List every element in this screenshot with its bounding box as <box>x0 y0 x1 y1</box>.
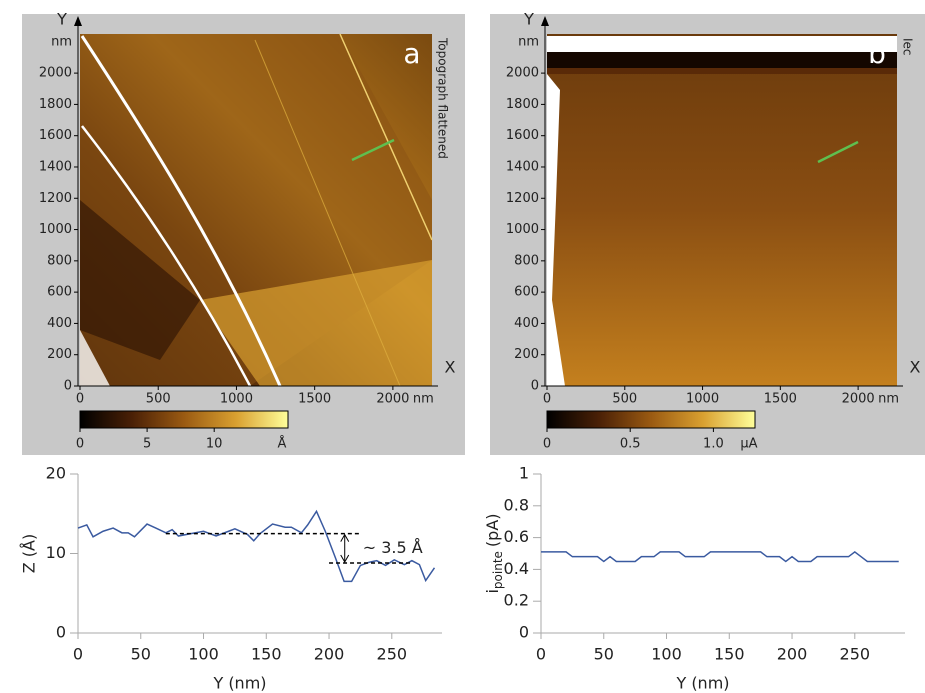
y-axis-title: ipointe (pA) <box>483 513 505 593</box>
colorbar-unit: µA <box>740 437 757 452</box>
y-tick-label: 800 <box>514 253 539 268</box>
axis-letter: Y <box>523 10 534 29</box>
colorbar <box>546 410 756 429</box>
x-tick-label: 150 <box>714 645 745 664</box>
y-tick-label: 200 <box>47 347 72 362</box>
axis-letter: X <box>910 358 921 377</box>
y-tick-label: 400 <box>514 316 539 331</box>
y-tick-label: 2000 <box>39 66 72 81</box>
x-tick-label: 1500 <box>764 392 797 407</box>
x-tick-label: 0 <box>73 645 83 664</box>
y-tick-label: 0 <box>56 623 66 642</box>
x-tick-label: 250 <box>377 645 408 664</box>
x-axis-title: Y (nm) <box>212 674 266 693</box>
y-tick-label: 600 <box>47 285 72 300</box>
colorbar-tick-label: 0 <box>543 437 551 452</box>
data-line <box>541 550 899 563</box>
panel-label: a <box>403 37 420 70</box>
axis-letter: Y <box>56 10 67 29</box>
x-tick-label: 100 <box>188 645 219 664</box>
x-tick-label: 1000 <box>686 392 719 407</box>
y-tick-label: 0 <box>519 623 529 642</box>
y-unit: nm <box>51 35 72 50</box>
annotation: ~ 3.5 Å <box>363 538 423 557</box>
y-axis-title-unit: (pA) <box>483 513 502 547</box>
y-tick-label: 0 <box>64 379 72 394</box>
x-unit: nm <box>878 392 899 407</box>
y-tick-label: 1800 <box>506 97 539 112</box>
arrow-head <box>340 533 350 564</box>
y-tick-label: 0.8 <box>504 495 529 514</box>
x-unit: nm <box>413 392 434 407</box>
current-image <box>547 34 897 386</box>
y-tick-label: 1400 <box>506 159 539 174</box>
x-tick-label: 500 <box>612 392 637 407</box>
side-label: Topograph flattened <box>436 37 450 159</box>
x-tick-label: 500 <box>146 392 171 407</box>
y-tick-label: 2000 <box>506 66 539 81</box>
x-axis-title: Y (nm) <box>675 674 729 693</box>
y-tick-label: 1200 <box>39 191 72 206</box>
y-unit: nm <box>518 35 539 50</box>
y-axis-title: Z (Å) <box>20 534 39 573</box>
y-tick-label: 1800 <box>39 97 72 112</box>
x-tick-label: 0 <box>543 392 551 407</box>
y-axis-title-sub: pointe <box>491 551 505 589</box>
axis-arrow <box>74 16 82 26</box>
y-tick-label: 1000 <box>39 222 72 237</box>
x-tick-label: 200 <box>314 645 345 664</box>
y-tick-label: 0.4 <box>504 559 529 578</box>
side-label: Iec <box>901 38 915 56</box>
y-tick-label: 600 <box>514 285 539 300</box>
y-tick-label: 0.2 <box>504 591 529 610</box>
y-tick-label: 1 <box>519 464 529 483</box>
y-axis-title-main: i <box>483 589 502 593</box>
y-tick-label: 1200 <box>506 191 539 206</box>
x-tick-label: 250 <box>840 645 871 664</box>
y-tick-label: 10 <box>46 543 66 562</box>
colorbar-tick-label: 0.5 <box>620 437 641 452</box>
y-tick-label: 400 <box>47 316 72 331</box>
topography-image <box>80 33 433 387</box>
colorbar-tick-label: 5 <box>143 437 151 452</box>
colorbar-tick-label: 1.0 <box>703 437 724 452</box>
x-tick-label: 1500 <box>298 392 331 407</box>
y-tick-label: 1600 <box>506 128 539 143</box>
y-tick-label: 0 <box>531 379 539 394</box>
y-tick-label: 1400 <box>39 159 72 174</box>
colorbar <box>79 410 289 429</box>
x-tick-label: 200 <box>777 645 808 664</box>
x-tick-label: 0 <box>76 392 84 407</box>
panel-label: b <box>868 37 886 70</box>
x-tick-label: 50 <box>131 645 151 664</box>
y-tick-label: 0.6 <box>504 527 529 546</box>
y-tick-label: 1600 <box>39 128 72 143</box>
y-tick-label: 1000 <box>506 222 539 237</box>
x-tick-label: 100 <box>651 645 682 664</box>
axis-arrow <box>541 16 549 26</box>
colorbar-tick-label: 10 <box>206 437 223 452</box>
x-tick-label: 2000 <box>842 392 875 407</box>
x-tick-label: 0 <box>536 645 546 664</box>
colorbar-unit: Å <box>278 436 287 452</box>
y-tick-label: 20 <box>46 464 66 483</box>
y-tick-label: 200 <box>514 347 539 362</box>
x-tick-label: 50 <box>594 645 614 664</box>
x-tick-label: 1000 <box>220 392 253 407</box>
y-tick-label: 800 <box>47 253 72 268</box>
x-tick-label: 2000 <box>376 392 409 407</box>
colorbar-tick-label: 0 <box>76 437 84 452</box>
axis-letter: X <box>445 358 456 377</box>
x-tick-label: 150 <box>251 645 282 664</box>
